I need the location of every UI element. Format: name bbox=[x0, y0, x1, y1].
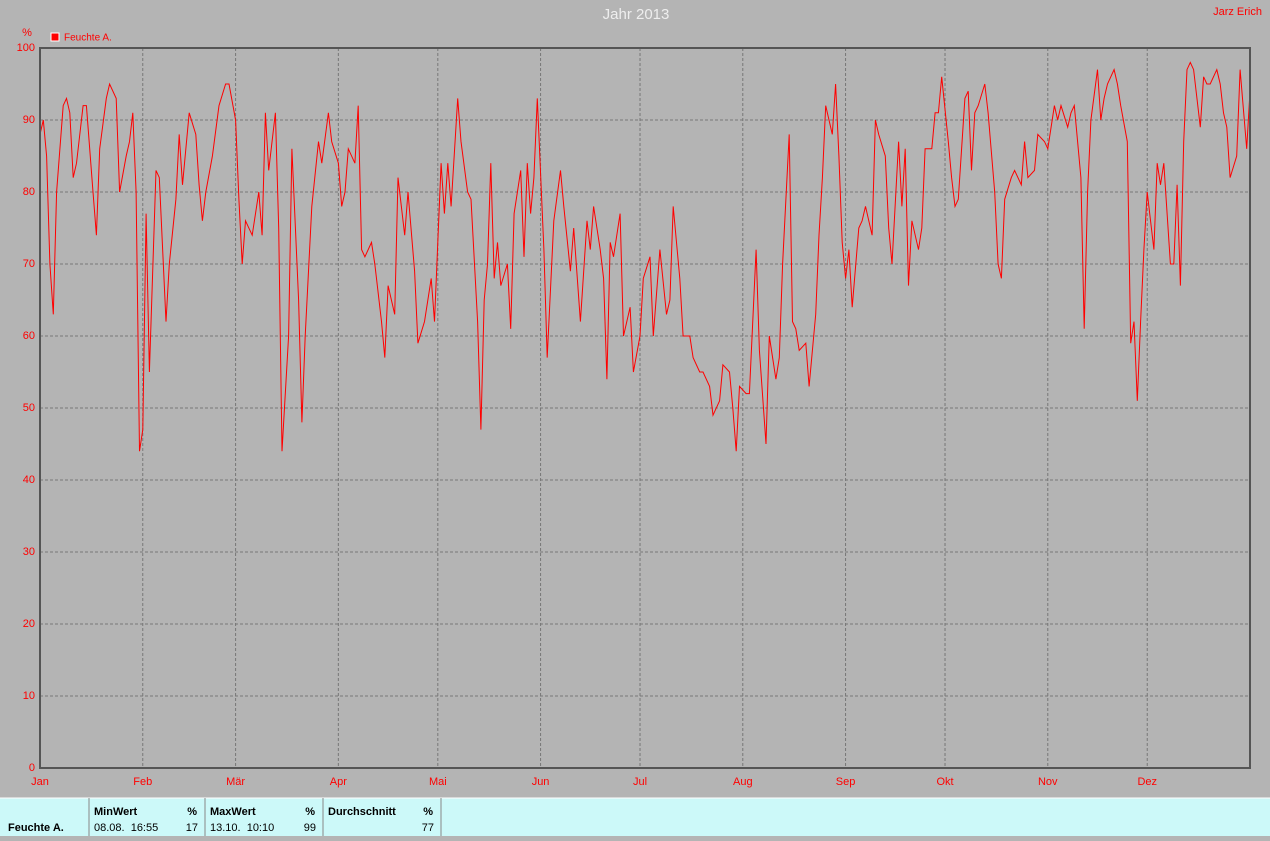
column-value: 99 bbox=[304, 822, 316, 834]
y-tick-label: 50 bbox=[23, 402, 35, 414]
y-tick-label: 30 bbox=[23, 546, 35, 558]
x-tick-label: Apr bbox=[330, 776, 347, 788]
column-header: MaxWert bbox=[210, 806, 256, 818]
author: Jarz Erich bbox=[1213, 6, 1262, 18]
column-value: 17 bbox=[186, 822, 198, 834]
background bbox=[0, 0, 1270, 798]
column-time: 13.10. 10:10 bbox=[210, 822, 274, 834]
y-tick-label: 100 bbox=[17, 42, 35, 54]
x-tick-label: Okt bbox=[936, 776, 953, 788]
column-time: 08.08. 16:55 bbox=[94, 822, 158, 834]
column-header: MinWert bbox=[94, 806, 138, 818]
x-tick-label: Jan bbox=[31, 776, 49, 788]
line-series bbox=[39, 61, 1251, 452]
y-tick-label: 60 bbox=[23, 330, 35, 342]
x-tick-label: Mai bbox=[429, 776, 447, 788]
y-tick-label: 70 bbox=[23, 258, 35, 270]
column-unit: % bbox=[423, 806, 433, 818]
x-tick-label: Dez bbox=[1137, 776, 1157, 788]
y-axis-label: % bbox=[22, 27, 32, 39]
x-tick-label: Nov bbox=[1038, 776, 1058, 788]
y-tick-label: 90 bbox=[23, 114, 35, 126]
y-tick-label: 0 bbox=[29, 762, 35, 774]
x-tick-label: Jun bbox=[532, 776, 550, 788]
x-tick-label: Aug bbox=[733, 776, 753, 788]
y-tick-label: 80 bbox=[23, 186, 35, 198]
y-tick-label: 20 bbox=[23, 618, 35, 630]
plot-frame bbox=[39, 47, 1251, 769]
x-tick-label: Sep bbox=[836, 776, 856, 788]
column-unit: % bbox=[305, 806, 315, 818]
row-label: Feuchte A. bbox=[8, 822, 64, 834]
chart-title: Jahr 2013 bbox=[603, 6, 670, 23]
y-tick-label: 10 bbox=[23, 690, 35, 702]
legend-swatch bbox=[50, 32, 60, 42]
legend-label: Feuchte A. bbox=[64, 33, 112, 44]
column-header: Durchschnitt bbox=[328, 806, 396, 818]
summary-panel bbox=[0, 798, 1270, 836]
x-tick-label: Jul bbox=[633, 776, 647, 788]
x-tick-label: Mär bbox=[226, 776, 245, 788]
column-unit: % bbox=[187, 806, 197, 818]
column-value: 77 bbox=[422, 822, 434, 834]
x-tick-label: Feb bbox=[133, 776, 152, 788]
y-tick-label: 40 bbox=[23, 474, 35, 486]
